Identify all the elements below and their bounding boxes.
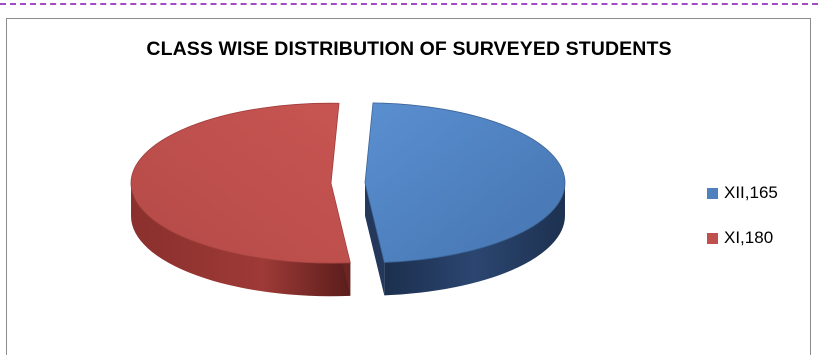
- legend-item-xii: XII,165: [707, 181, 778, 205]
- chart-title: CLASS WISE DISTRIBUTION OF SURVEYED STUD…: [146, 38, 672, 60]
- legend-label-xii: XII,165: [724, 183, 778, 202]
- legend-item-xi: XI,180: [707, 226, 778, 250]
- pie-slice-side-xi: [131, 183, 351, 297]
- legend: XII,165 XI,180: [707, 181, 778, 271]
- pie-slice-cut-face-xii: [364, 182, 385, 296]
- top-divider: [0, 3, 818, 5]
- legend-swatch-xii: [707, 187, 718, 199]
- legend-swatch-xi: [707, 232, 718, 244]
- legend-label-xi: XI,180: [724, 228, 774, 247]
- pie-slice-xii: [364, 102, 566, 263]
- pie-slice-xi: [130, 102, 351, 264]
- pie-slice-side-xii: [384, 182, 565, 296]
